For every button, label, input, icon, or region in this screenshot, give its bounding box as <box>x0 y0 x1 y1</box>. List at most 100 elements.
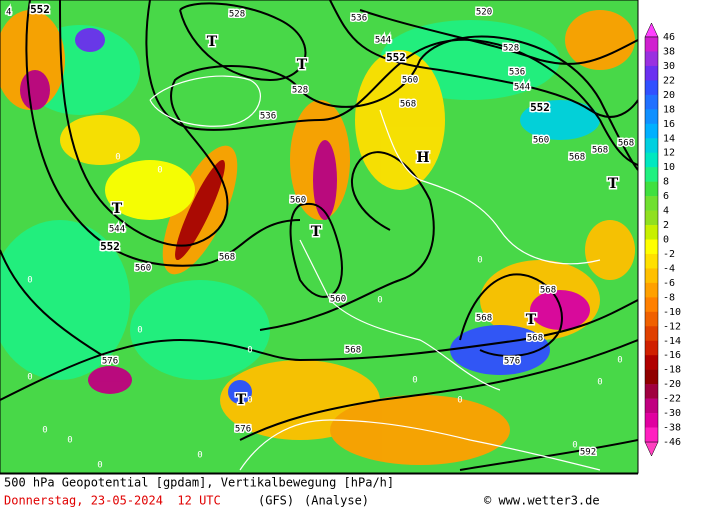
colorbar-band <box>645 123 658 139</box>
zero-contour-label: 0 <box>477 256 482 266</box>
land-outlines <box>149 75 601 471</box>
colorbar-label: -20 <box>663 379 681 390</box>
colorbar-label: -4 <box>663 263 675 274</box>
caption-run: (Analyse) <box>304 494 369 508</box>
contour-label: 520 <box>476 8 492 18</box>
colorbar-label: -8 <box>663 292 675 303</box>
contour-label: 536 <box>509 68 525 78</box>
colorbar-band <box>645 94 658 110</box>
colorbar-band <box>645 326 658 342</box>
pressure-center: T <box>608 176 619 192</box>
contour-label: 560 <box>533 136 549 146</box>
contour-label: 536 <box>351 14 367 24</box>
colorbar-band <box>645 37 658 52</box>
colorbar-label: 18 <box>663 104 675 115</box>
colorbar-label: -30 <box>663 408 681 419</box>
colorbar-band <box>645 311 658 327</box>
colorbar-label: 38 <box>663 46 675 57</box>
colorbar-label: -46 <box>663 437 681 448</box>
zero-contour-label: 0 <box>97 461 102 471</box>
colorbar-label: 12 <box>663 148 675 159</box>
zero-contour-label: 0 <box>157 166 162 176</box>
colorbar-band <box>645 427 658 443</box>
colorbar-band <box>645 398 658 414</box>
colorbar-band <box>645 138 658 154</box>
zero-contour-label: 0 <box>572 441 577 451</box>
contour-label: 552 <box>30 3 50 16</box>
colorbar-label: -22 <box>663 394 681 405</box>
pressure-center: T <box>112 201 123 217</box>
colorbar-band <box>645 109 658 125</box>
colorbar-band <box>645 196 658 211</box>
colorbar-band <box>645 239 658 255</box>
contour-label: 544 <box>514 83 530 93</box>
colorbar: 4638302220181614121086420-2-4-6-8-10-12-… <box>644 22 681 457</box>
colorbar-band <box>645 297 658 313</box>
colorbar-band <box>645 355 658 370</box>
zero-contour-label: 0 <box>42 426 47 436</box>
contour-label: 568 <box>345 346 361 356</box>
map-frame <box>0 0 639 474</box>
colorbar-label: -10 <box>663 307 681 318</box>
colorbar-band <box>645 80 658 96</box>
contour-label: 552 <box>530 101 550 114</box>
zero-contour-label: 0 <box>377 296 382 306</box>
contour-label: 568 <box>592 146 608 156</box>
contour-label: 552 <box>100 240 120 253</box>
zero-contour-label: 0 <box>247 346 252 356</box>
colorbar-label: 10 <box>663 162 675 173</box>
colorbar-label: 30 <box>663 61 675 72</box>
caption-date: Donnerstag, 23-05-2024 12 UTC <box>4 494 221 508</box>
colorbar-label: -14 <box>663 336 681 347</box>
colorbar-label: 4 <box>663 206 669 217</box>
colorbar-label: 6 <box>663 191 669 202</box>
contour-label: 536 <box>260 112 276 122</box>
zero-contour-label: 0 <box>617 356 622 366</box>
contour-label: 568 <box>618 139 634 149</box>
colorbar-label: -6 <box>663 278 675 289</box>
colorbar-top-triangle <box>644 22 659 38</box>
colorbar-label: -2 <box>663 249 675 260</box>
pressure-center: H <box>416 150 429 166</box>
pressure-center: T <box>311 224 322 240</box>
colorbar-label: 20 <box>663 90 675 101</box>
colorbar-label: -16 <box>663 350 681 361</box>
contour-label: 568 <box>400 100 416 110</box>
caption-credit: © www.wetter3.de <box>484 494 600 508</box>
colorbar-label: 8 <box>663 177 669 188</box>
colorbar-band <box>645 152 658 168</box>
contour-label: 544 <box>109 225 125 235</box>
caption-title: 500 hPa Geopotential [gpdam], Vertikalbe… <box>4 476 394 490</box>
zero-contour-label: 0 <box>597 378 602 388</box>
colorbar-band <box>645 167 658 182</box>
contour-label: 544 <box>375 36 391 46</box>
zero-contour-label: 0 <box>457 396 462 406</box>
colorbar-label: 46 <box>663 32 675 43</box>
colorbar-band <box>645 384 658 399</box>
contour-label: 528 <box>229 10 245 20</box>
zero-contour-label: 0 <box>412 376 417 386</box>
corner-label: 4 <box>6 8 11 18</box>
contour-label: 560 <box>330 295 346 305</box>
contour-label: 576 <box>504 357 520 367</box>
colorbar-label: -38 <box>663 423 681 434</box>
colorbar-band <box>645 282 658 298</box>
map-labels: 552 528 5365205445525285365445525605685285… <box>5 2 636 471</box>
map <box>0 0 638 473</box>
contour-label: 576 <box>235 425 251 435</box>
colorbar-band <box>645 340 658 356</box>
colorbar-bottom-triangle <box>644 441 659 457</box>
colorbar-label: -18 <box>663 365 681 376</box>
contour-label: 576 <box>102 357 118 367</box>
zero-contour-label: 0 <box>27 373 32 383</box>
contour-label: 592 <box>580 448 596 458</box>
colorbar-label: 0 <box>663 235 669 246</box>
contour-label: 568 <box>540 286 556 296</box>
colorbar-band <box>645 413 658 428</box>
colorbar-label: -12 <box>663 321 681 332</box>
zero-contour-label: 0 <box>137 326 142 336</box>
pressure-center: T <box>236 392 247 408</box>
zero-contour-label: 0 <box>247 396 252 406</box>
pressure-center: T <box>526 312 537 328</box>
